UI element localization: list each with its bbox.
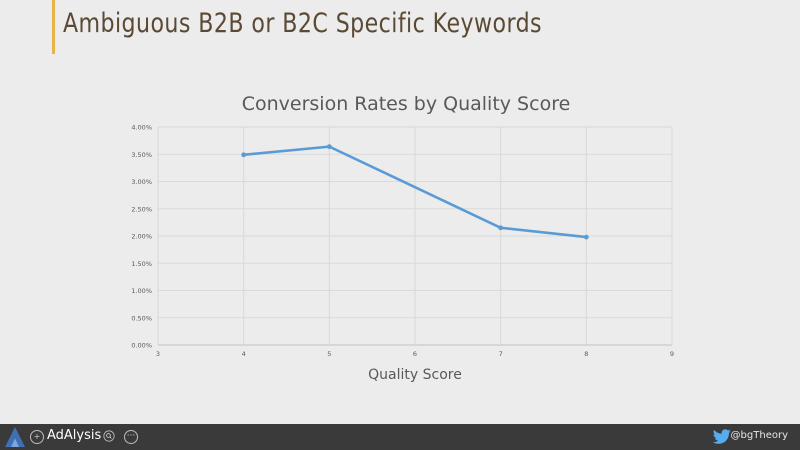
data-point [583, 234, 589, 240]
data-point [326, 144, 332, 150]
add-icon[interactable]: + [30, 430, 44, 444]
y-tick-label: 0.50% [131, 314, 152, 322]
slide-title: Ambiguous B2B or B2C Specific Keywords [63, 8, 543, 39]
data-point [241, 152, 247, 158]
y-axis-tick-labels: 0.00% 0.50% 1.00% 1.50% 2.00% 2.50% 3.00% 3.50%… [131, 124, 152, 350]
x-tick-label: 9 [670, 350, 674, 358]
title-accent-bar [52, 0, 55, 54]
search-icon[interactable] [103, 430, 115, 442]
x-tick-label: 4 [242, 350, 246, 358]
y-tick-label: 3.50% [131, 151, 152, 159]
chart-title: Conversion Rates by Quality Score [242, 93, 571, 115]
data-point [498, 225, 504, 231]
y-tick-label: 2.50% [131, 205, 152, 213]
brand-name: AdAlysis [47, 428, 102, 443]
x-tick-label: 3 [156, 350, 160, 358]
y-tick-label: 3.00% [131, 178, 152, 186]
y-tick-label: 1.50% [131, 260, 152, 268]
y-tick-label: 4.00% [131, 124, 152, 132]
more-icon[interactable]: ··· [124, 430, 138, 444]
series-line [242, 145, 588, 239]
line-chart: Conversion Rates by Quality Score 0.00%0… [131, 93, 674, 383]
x-tick-label: 5 [327, 350, 331, 358]
twitter-handle: @bgTheory [730, 430, 788, 441]
x-tick-label: 8 [584, 350, 588, 358]
x-axis-tick-labels: 3 4 5 6 7 8 9 [156, 350, 674, 358]
adalysis-logo-icon [5, 427, 25, 447]
x-tick-label: 7 [499, 350, 503, 358]
presentation-footer: + AdAlysis ··· @bgTheory [0, 424, 800, 450]
y-tick-label: 1.00% [131, 287, 152, 295]
chart-series [241, 144, 589, 240]
x-tick-label: 6 [413, 350, 417, 358]
x-axis-label: Quality Score [368, 367, 462, 383]
y-tick-label: 0.00% [131, 342, 152, 350]
twitter-bird-icon [712, 429, 731, 444]
chart-gridlines [157, 126, 673, 346]
y-tick-label: 2.00% [131, 233, 152, 241]
